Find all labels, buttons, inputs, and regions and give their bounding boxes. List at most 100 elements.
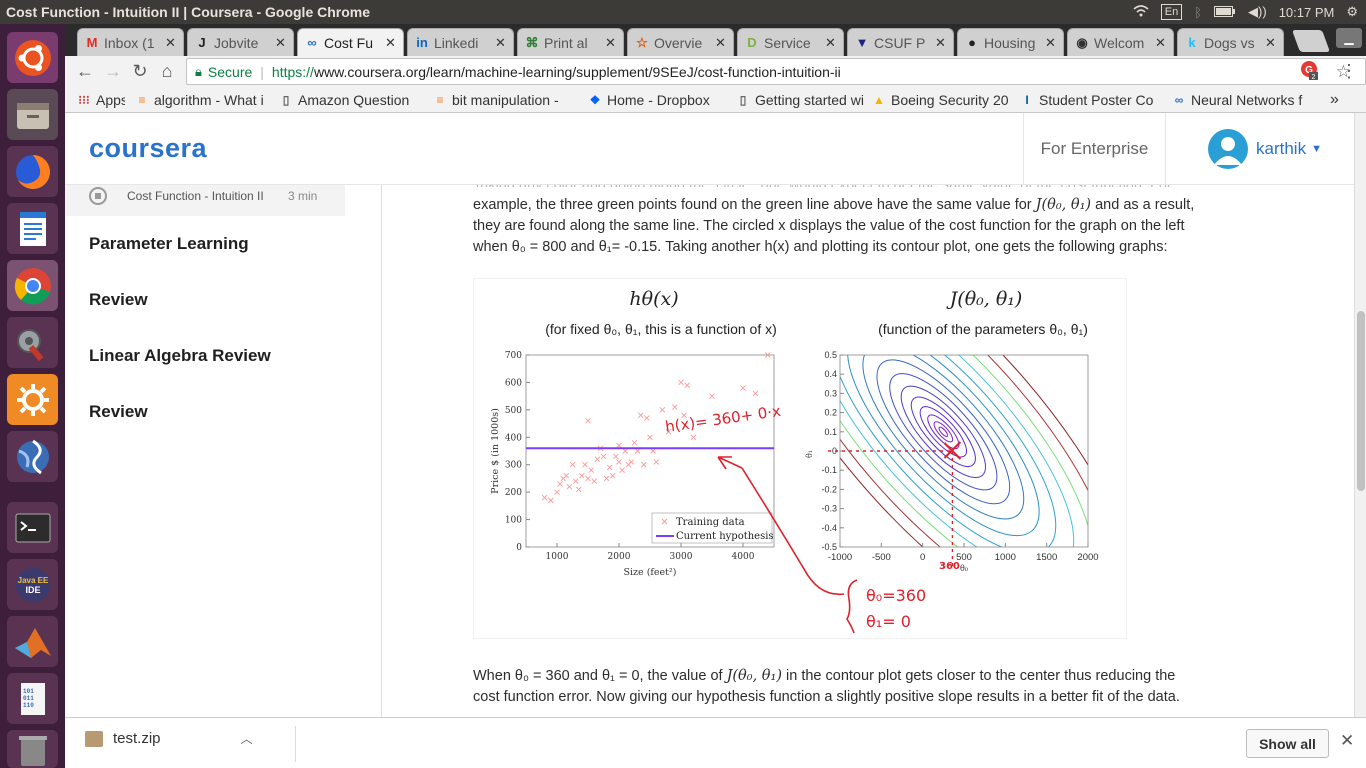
chevron-up-icon[interactable]: ︿: [240, 732, 253, 746]
y-tick-label: 400: [505, 433, 522, 443]
tab-service[interactable]: D Service ✕: [737, 28, 844, 56]
system-settings-icon[interactable]: [7, 317, 58, 368]
tab-close-icon[interactable]: ✕: [275, 34, 286, 50]
matlab-icon[interactable]: [7, 616, 58, 667]
bookmark-5[interactable]: ▯ Getting started wi: [736, 91, 864, 109]
tab-star[interactable]: ☆ Overvie ✕: [627, 28, 734, 56]
tab-close-icon[interactable]: ✕: [935, 34, 946, 50]
left-plot-subtitle: (for fixed θ₀, θ₁, this is a function of…: [545, 321, 777, 337]
java-ee-ide-icon[interactable]: Java EE IDE: [7, 559, 58, 610]
contour-ellipse: [840, 355, 1088, 547]
keyboard-indicator[interactable]: En: [1160, 4, 1183, 20]
window-controls[interactable]: ▁: [1336, 28, 1362, 48]
settings-gear-icon[interactable]: ⚙: [1346, 4, 1358, 19]
eclipse-icon[interactable]: [7, 431, 58, 482]
contour-ellipse: [840, 355, 1057, 547]
user-menu[interactable]: karthik ▼: [1165, 113, 1354, 185]
bookmark-6[interactable]: ▲ Boeing Security 20: [872, 91, 1012, 109]
tab-print[interactable]: ⌘ Print al ✕: [517, 28, 624, 56]
bookmark-3[interactable]: ≡ bit manipulation -: [433, 91, 578, 109]
training-point: [613, 453, 619, 460]
x-tick-label: 2000: [608, 552, 631, 562]
chrome-icon[interactable]: [7, 260, 58, 311]
sidebar-item-review-2[interactable]: Review: [89, 402, 148, 421]
battery-icon[interactable]: [1214, 5, 1236, 20]
tab-close-icon[interactable]: ✕: [1155, 34, 1166, 50]
bookmark-7[interactable]: I Student Poster Co: [1020, 91, 1165, 109]
bluetooth-icon[interactable]: ᛒ: [1194, 4, 1203, 20]
y-tick-label: 200: [505, 488, 522, 498]
bookmark-label: Apps: [96, 92, 125, 108]
tab-close-icon[interactable]: ✕: [495, 34, 506, 50]
app-launcher: Java EE IDE 101 011 110: [0, 24, 65, 768]
page-scrollbar[interactable]: [1354, 113, 1366, 717]
menu-kebab-icon[interactable]: ⋮: [1340, 61, 1358, 81]
cost-function-symbol: J(θ₀, θ₁): [726, 668, 782, 684]
tab-close-icon[interactable]: ✕: [1265, 34, 1276, 50]
tab-github[interactable]: ● Housing ✕: [957, 28, 1064, 56]
url-scheme: https://: [271, 63, 314, 80]
bookmark-1[interactable]: ≡ algorithm - What i: [135, 91, 270, 109]
trash-icon[interactable]: [7, 730, 58, 768]
tab-welcome[interactable]: ◉ Welcom ✕: [1067, 28, 1174, 56]
tab-close-icon[interactable]: ✕: [385, 34, 396, 50]
stackoverflow-icon: ≡: [436, 93, 444, 107]
x-tick-label: 0: [920, 552, 925, 563]
tab-close-icon[interactable]: ✕: [165, 34, 176, 50]
tab-close-icon[interactable]: ✕: [825, 34, 836, 50]
tab-coursera[interactable]: ∞ Cost Fu ✕: [297, 28, 404, 56]
software-updater-icon[interactable]: [7, 374, 58, 425]
training-point: [588, 467, 594, 474]
tab-close-icon[interactable]: ✕: [605, 34, 616, 50]
training-point: [665, 428, 672, 435]
terminal-icon[interactable]: [7, 502, 58, 553]
libreoffice-writer-icon[interactable]: [7, 203, 58, 254]
cost-function-symbol: J(θ₀, θ₁): [1035, 197, 1092, 213]
bookmark-8[interactable]: ∞ Neural Networks f: [1172, 91, 1312, 109]
new-tab-button[interactable]: [1291, 30, 1331, 52]
tab-gmail[interactable]: M Inbox (1 ✕: [77, 28, 184, 56]
y-tick-label: 100: [505, 516, 522, 526]
clock[interactable]: 10:17 PM: [1278, 4, 1335, 20]
close-icon[interactable]: ✕: [1340, 731, 1355, 750]
welcome-icon: ◉: [1076, 34, 1088, 50]
ubuntu-dash-icon[interactable]: [7, 32, 58, 83]
sidebar-item-current[interactable]: Cost Function - Intuition II 3 min: [65, 185, 345, 216]
wifi-icon[interactable]: [1133, 4, 1149, 20]
firefox-icon[interactable]: [7, 146, 58, 197]
sidebar-item-review[interactable]: Review: [89, 290, 148, 309]
show-all-button[interactable]: Show all: [1246, 729, 1329, 758]
forward-button[interactable]: →: [104, 61, 122, 81]
for-enterprise-link[interactable]: For Enterprise: [1023, 113, 1165, 185]
downloads-bar: test.zip ︿ Show all ✕: [65, 717, 1366, 768]
training-point: [647, 434, 653, 441]
sidebar-item-parameter-learning[interactable]: Parameter Learning: [89, 234, 249, 253]
tab-jobvite[interactable]: J Jobvite ✕: [187, 28, 294, 56]
text-editor-icon[interactable]: 101 011 110: [7, 673, 58, 724]
tab-label: Inbox (1: [104, 34, 155, 51]
tab-close-icon[interactable]: ✕: [1045, 34, 1056, 50]
reload-button[interactable]: ↻: [132, 61, 148, 81]
bookmark-0[interactable]: ⁝⁝⁝ Apps: [77, 91, 125, 109]
training-point: [603, 475, 610, 482]
bookmark-2[interactable]: ▯ Amazon Question: [279, 91, 425, 109]
tab-linkedin[interactable]: in Linkedi ✕: [407, 28, 514, 56]
bookmark-4[interactable]: ❖ Home - Dropbox: [588, 91, 728, 109]
files-icon[interactable]: [7, 89, 58, 140]
bookmarks-overflow[interactable]: »: [1330, 91, 1339, 108]
bookmark-star-icon[interactable]: ☆: [1335, 62, 1351, 81]
scrollbar-thumb[interactable]: [1357, 311, 1365, 491]
coursera-logo[interactable]: coursera: [89, 133, 208, 163]
sidebar-item-linear-algebra-review[interactable]: Linear Algebra Review: [89, 346, 271, 365]
volume-icon[interactable]: ◀)): [1248, 4, 1267, 19]
address-bar[interactable]: 🔒︎ Secure | https:// www.coursera.org/le…: [186, 58, 1366, 85]
download-item[interactable]: test.zip ︿: [85, 730, 253, 747]
tab-close-icon[interactable]: ✕: [715, 34, 726, 50]
training-point: [572, 478, 579, 484]
home-button[interactable]: ⌂: [161, 61, 173, 81]
tab-csuf[interactable]: ▼ CSUF P ✕: [847, 28, 954, 56]
y-tick-label: 500: [505, 406, 522, 416]
back-button[interactable]: ←: [76, 61, 94, 81]
tab-kaggle[interactable]: k Dogs vs ✕: [1177, 28, 1284, 56]
